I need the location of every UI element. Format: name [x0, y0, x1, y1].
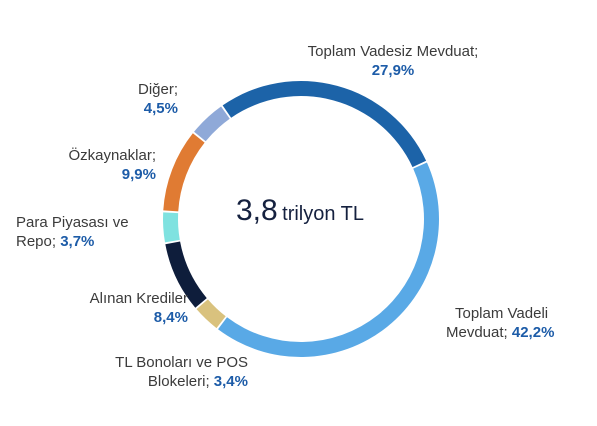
donut-slice-6 — [194, 106, 230, 142]
center-total-value: 3,8 — [235, 194, 278, 227]
center-total: 3,8 trilyon TL — [205, 194, 395, 228]
label-bono-name-2: Blokeleri; — [147, 373, 210, 390]
donut-slice-0 — [222, 81, 427, 168]
label-tl-bonolari: TL Bonoları ve POS Blokeleri; 3,4% — [90, 353, 248, 391]
label-bono-name-1: TL Bonoları ve POS — [115, 354, 248, 371]
label-vadeli-name-2: Mevduat; — [446, 324, 508, 341]
donut-slice-2 — [196, 299, 226, 329]
donut-slice-3 — [165, 241, 207, 308]
label-kredi-name: Alınan Krediler — [89, 290, 188, 307]
donut-slice-4 — [163, 212, 180, 243]
label-vadesiz-value: 27,9% — [371, 62, 415, 79]
label-diger-value: 4,5% — [143, 100, 178, 117]
donut-slice-5 — [163, 133, 205, 212]
label-alinan-krediler: Alınan Krediler 8,4% — [40, 289, 188, 327]
label-vadesiz-mevduat: Toplam Vadesiz Mevduat; 27,9% — [268, 42, 518, 80]
donut-slice-1 — [218, 162, 440, 358]
label-bono-value: 3,4% — [213, 373, 248, 390]
label-diger-name: Diğer; — [137, 81, 178, 98]
center-total-unit: trilyon TL — [282, 203, 365, 225]
label-repo-name-2: Repo; — [16, 233, 57, 250]
label-repo-name-1: Para Piyasası ve — [16, 214, 129, 231]
label-repo-value: 3,7% — [60, 233, 95, 250]
label-vadesiz-name: Toplam Vadesiz Mevduat; — [307, 43, 479, 60]
label-ozkaynak-value: 9,9% — [121, 166, 156, 183]
label-ozkaynaklar: Özkaynaklar; 9,9% — [40, 146, 156, 184]
label-para-piyasasi: Para Piyasası ve Repo; 3,7% — [16, 213, 129, 251]
label-vadeli-mevduat: Toplam Vadeli Mevduat; 42,2% — [446, 304, 554, 342]
label-ozkaynak-name: Özkaynaklar; — [68, 147, 156, 164]
label-vadeli-name-1: Toplam Vadeli — [455, 305, 549, 322]
label-diger: Diğer; 4,5% — [100, 80, 178, 118]
donut-slices — [163, 81, 440, 358]
label-vadeli-value: 42,2% — [511, 324, 555, 341]
label-kredi-value: 8,4% — [153, 309, 188, 326]
